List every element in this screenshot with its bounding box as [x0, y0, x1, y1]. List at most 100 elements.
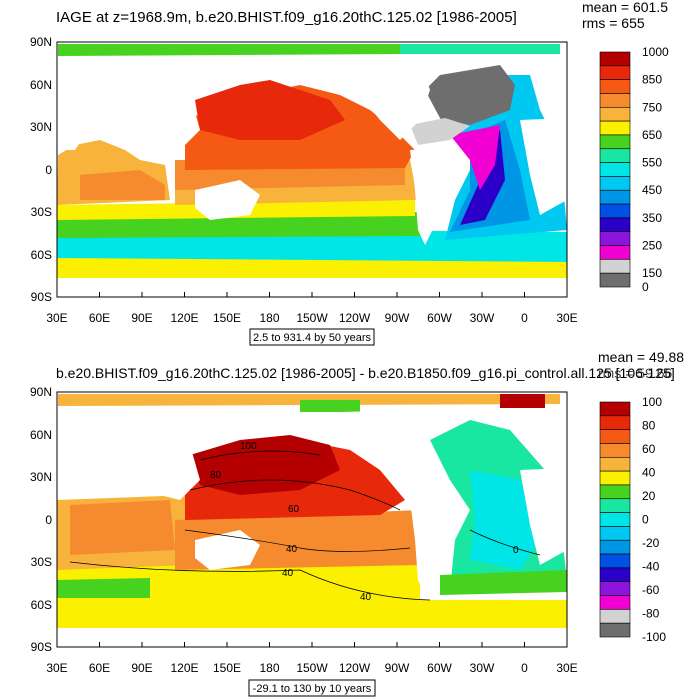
p2-north-pacific	[190, 435, 340, 495]
p2-xtick-120w: 120W	[339, 661, 371, 675]
p1-colorbar-box	[599, 65, 631, 80]
p1-colorbar-box	[599, 176, 631, 191]
p2-colorbar-box	[599, 443, 631, 458]
panel-1-range-box	[249, 328, 375, 346]
p2-xtick-120e: 120E	[170, 661, 198, 675]
p2-colorbar-box	[599, 539, 631, 555]
p1-colorbar-box	[599, 231, 631, 246]
p1-australia	[195, 180, 260, 220]
p2-xtick-60e: 60E	[89, 661, 110, 675]
p2-colorbar-box	[599, 581, 631, 596]
p1-colorbar-box	[599, 272, 631, 288]
p2-contour-label-40b: 40	[360, 592, 372, 603]
p2-colorbar-label: -100	[642, 630, 666, 644]
p2-colorbar-box	[599, 553, 631, 569]
p2-colorbar-label: -60	[642, 583, 660, 597]
p1-north-america	[340, 60, 430, 140]
p1-xtick-120e: 120E	[170, 311, 198, 325]
p1-colorbar-box	[599, 106, 631, 122]
p2-contour-label-80: 60	[288, 504, 300, 515]
p2-contour-60	[184, 529, 411, 552]
p2-colorbar-box	[599, 401, 631, 417]
p1-colorbar-box	[599, 93, 631, 108]
p2-colorbar-box	[599, 415, 631, 430]
p2-colorbar-box	[599, 484, 631, 500]
panel-1-x-axis: 30E 60E 90E 120E 150E 180 150W 120W 90W 60W 30W 0 30…	[46, 292, 578, 325]
p2-xtick-0: 0	[521, 661, 528, 675]
p2-xtick-30w: 30W	[470, 661, 495, 675]
panel-2-title: b.e20.BHIST.f09_g16.20thC.125.02 [1986-2…	[56, 365, 675, 381]
p2-ytick-0: 0	[45, 513, 52, 527]
p1-xtick-150e: 150E	[213, 311, 241, 325]
panel-1-title: IAGE at z=1968.9m, b.e20.BHIST.f09_g16.2…	[56, 9, 517, 26]
p1-xtick-0: 0	[521, 311, 528, 325]
p1-colorbar-box	[599, 245, 631, 260]
p2-contour-label-60: 40	[286, 544, 298, 555]
p2-arctic-red	[500, 394, 545, 408]
p1-colorbar-box	[599, 217, 631, 233]
p2-south-green	[57, 578, 150, 598]
p1-asia	[57, 62, 200, 150]
p1-colorbar-box	[599, 120, 631, 136]
p1-colorbar-label: 0	[642, 280, 649, 294]
p2-colorbar-box	[599, 429, 631, 444]
p2-colorbar-label: 60	[642, 442, 656, 456]
p1-ytick-90n: 90N	[30, 35, 52, 49]
p2-south-america	[410, 498, 455, 595]
p1-xtick-30e: 30E	[46, 311, 67, 325]
p1-north-atlantic-grey	[425, 65, 515, 125]
p2-colorbar-label: -40	[642, 560, 660, 574]
p1-xtick-150w: 150W	[296, 311, 328, 325]
p2-colorbar-box	[599, 526, 631, 541]
p1-colorbar-label: 850	[642, 73, 662, 87]
p1-ytick-60s: 60S	[31, 248, 52, 262]
p1-xtick-180: 180	[259, 311, 279, 325]
p2-north-america	[340, 410, 430, 490]
p1-arctic-strip-east	[400, 44, 560, 54]
p1-colorbar-box	[599, 162, 631, 177]
p2-ytick-60n: 60N	[30, 428, 52, 442]
panel-2-map	[57, 392, 567, 647]
panel-1-rms: rms = 655	[582, 15, 645, 31]
p2-contour-80	[189, 479, 401, 511]
panel-2-colorbar: 100 80 60 40 20 0 -20 -40 -60 -80 -100	[599, 395, 666, 644]
p2-ytick-60s: 60S	[31, 598, 52, 612]
p1-colorbar-label: 450	[642, 183, 662, 197]
p1-colorbar-box	[599, 79, 631, 94]
panel-2-rms: rms = 59.66	[598, 365, 673, 381]
p1-xtick-90e: 90E	[131, 311, 152, 325]
p1-ytick-60n: 60N	[30, 78, 52, 92]
p2-south-atlantic-green	[440, 570, 567, 595]
p1-arctic-strip	[58, 44, 400, 56]
p2-colorbar-box	[599, 512, 631, 527]
p2-xtick-150e: 150E	[213, 661, 241, 675]
p1-xtick-60w: 60W	[427, 311, 452, 325]
p1-colorbar-box	[599, 134, 631, 150]
p2-xtick-30e: 30E	[556, 661, 577, 675]
p2-colorbar-box	[599, 456, 631, 472]
p1-ytick-30s: 30S	[31, 205, 52, 219]
panel-1-mean: mean = 601.5	[582, 0, 668, 15]
p2-colorbar-label: -80	[642, 607, 660, 621]
p2-colorbar-label: 80	[642, 419, 656, 433]
p2-contour-label-100: 100	[240, 441, 257, 452]
panel-2: b.e20.BHIST.f09_g16.20thC.125.02 [1986-2…	[30, 349, 684, 697]
p2-xtick-60w: 60W	[427, 661, 452, 675]
panel-1-range-label: 2.5 to 931.4 by 50 years	[253, 332, 372, 344]
p2-colorbar-box	[599, 595, 631, 610]
p2-contour-label-40a: 40	[282, 568, 294, 579]
p2-xtick-90w: 90W	[385, 661, 410, 675]
p1-ytick-30n: 30N	[30, 120, 52, 134]
p2-indian-core	[70, 500, 175, 555]
p2-xtick-180: 180	[259, 661, 279, 675]
p1-atlantic-magenta	[450, 125, 500, 190]
p2-colorbar-box	[599, 622, 631, 638]
p2-contour-40	[69, 561, 431, 601]
p1-colorbar-label: 650	[642, 128, 662, 142]
p1-colorbar-box	[599, 259, 631, 274]
p2-arctic-green	[300, 400, 360, 412]
p2-colorbar-label: 40	[642, 466, 656, 480]
p1-xtick-60e: 60E	[89, 311, 110, 325]
